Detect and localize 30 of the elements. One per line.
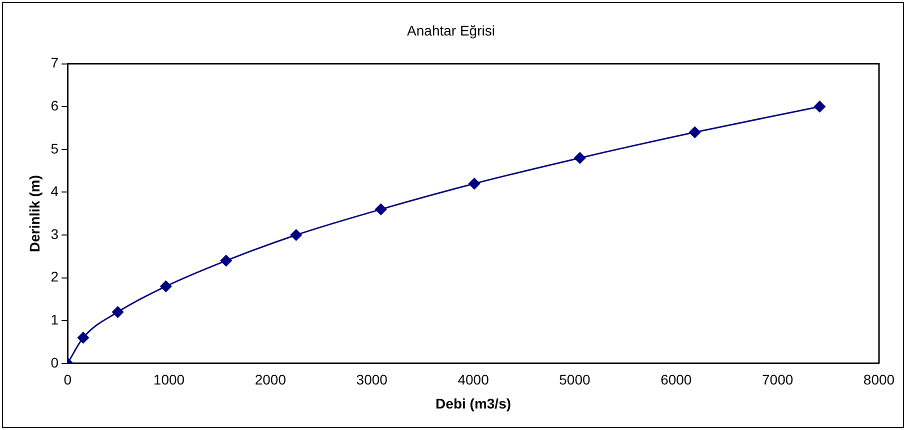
- x-tick-label: 0: [64, 372, 72, 388]
- y-axis-title: Derinlik (m): [26, 175, 42, 252]
- x-tick-label: 4000: [458, 372, 490, 388]
- x-tick-label: 3000: [356, 372, 388, 388]
- point: [574, 152, 586, 164]
- y-tick-label: 6: [50, 97, 59, 114]
- point: [77, 332, 89, 344]
- point: [468, 178, 480, 190]
- point: [375, 204, 387, 216]
- point: [290, 229, 302, 241]
- point: [689, 126, 701, 138]
- point: [160, 280, 172, 292]
- y-tick-label: 4: [50, 183, 59, 200]
- y-tick-label: 1: [50, 311, 59, 328]
- x-tick-label: 6000: [660, 372, 692, 388]
- point: [814, 100, 826, 112]
- point: [220, 254, 232, 266]
- y-tick-label: 5: [50, 140, 59, 156]
- y-tick-label: 2: [50, 268, 59, 285]
- point: [112, 306, 124, 318]
- y-tick-label: 7: [50, 54, 59, 71]
- y-tick-label: 0: [50, 354, 59, 370]
- x-tick-label: 7000: [762, 372, 794, 388]
- y-tick-label: 3: [50, 226, 59, 242]
- x-tick-label: 5000: [559, 372, 590, 388]
- x-tick-label: 2000: [254, 372, 286, 388]
- x-axis-title: Debi (m3/s): [436, 395, 512, 412]
- x-tick-label: 8000: [863, 372, 895, 388]
- x-tick-label: 1000: [153, 372, 185, 388]
- chart-title: Anahtar Eğrisi: [407, 22, 495, 38]
